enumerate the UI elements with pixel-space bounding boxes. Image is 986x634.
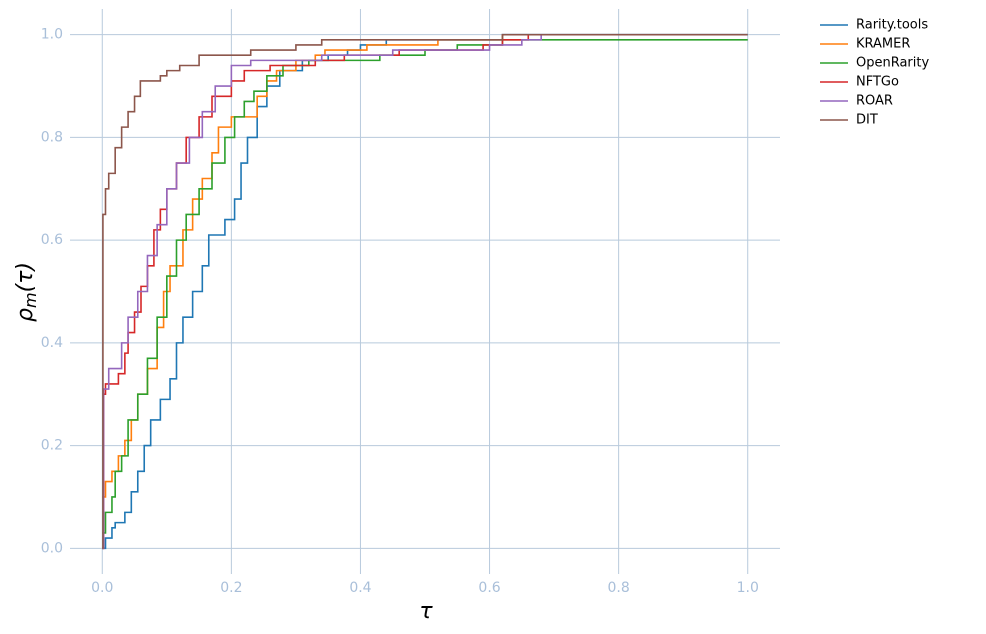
legend-label: Rarity.tools	[856, 18, 928, 33]
y-tick-label: 0.0	[41, 540, 63, 556]
series-line	[102, 33, 748, 550]
x-tick-label: 1.0	[737, 580, 759, 596]
x-axis-label: τ	[419, 599, 433, 624]
y-label-rest: (τ)	[13, 262, 38, 292]
x-tick-label: 0.2	[220, 580, 242, 596]
x-tick-label: 0.0	[91, 580, 113, 596]
y-tick-label: 1.0	[41, 27, 63, 43]
legend-label: KRAMER	[856, 37, 910, 52]
series-line	[102, 39, 748, 534]
series-line	[102, 33, 748, 550]
y-tick-label: 0.2	[41, 438, 63, 454]
y-tick-label: 0.4	[41, 335, 63, 351]
y-tick-label: 0.8	[41, 129, 63, 145]
legend-label: DIT	[856, 113, 878, 128]
y-label-base: ρ	[13, 308, 38, 322]
legend-label: ROAR	[856, 94, 893, 109]
series-line	[102, 34, 504, 498]
x-tick-label: 0.6	[478, 580, 500, 596]
legend-label: NFTGo	[856, 75, 899, 90]
y-axis-label: ρm(τ)	[13, 262, 40, 322]
y-tick-label: 0.6	[41, 232, 63, 248]
legend-label: OpenRarity	[856, 56, 929, 71]
x-tick-label: 0.4	[349, 580, 371, 596]
x-tick-label: 0.8	[608, 580, 630, 596]
series-line	[102, 34, 542, 550]
y-label-sub: m	[21, 292, 40, 308]
